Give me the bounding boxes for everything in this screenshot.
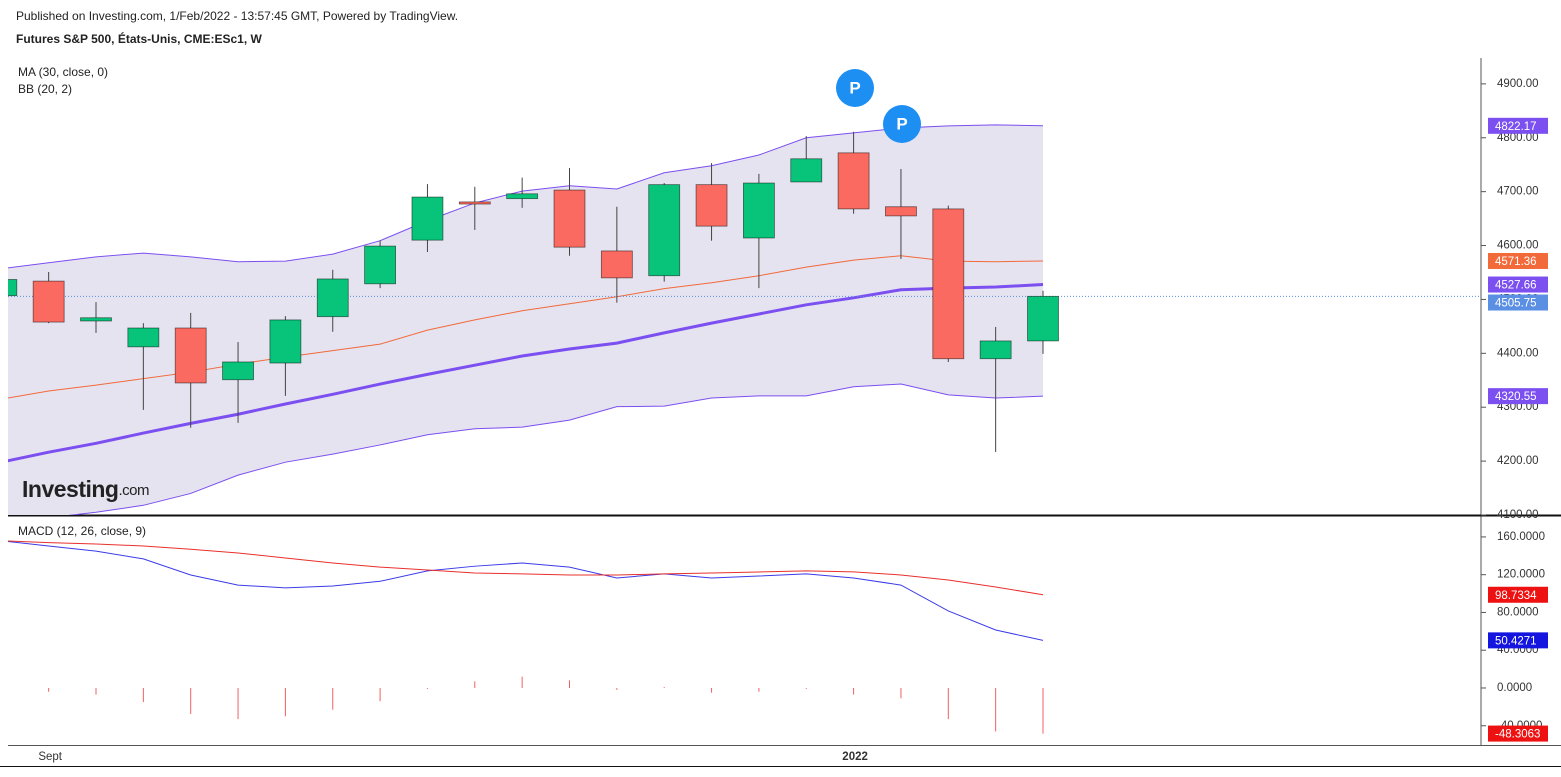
- candle-body: [411, 196, 444, 241]
- y-tick-label: 4400.00: [1497, 347, 1539, 359]
- candle-body: [1027, 295, 1059, 342]
- value-box-label: 4320.55: [1495, 391, 1537, 403]
- y-tick-label: 4600.00: [1497, 240, 1539, 252]
- candle-body: [648, 184, 681, 277]
- candle-body: [743, 182, 775, 239]
- chart-title: Futures S&P 500, États-Unis, CME:ESc1, W: [16, 31, 263, 46]
- logo-brand: Investing: [22, 476, 118, 502]
- candle-body: [837, 152, 870, 210]
- header: Published on Investing.com, 1/Feb/2022 -…: [16, 9, 458, 23]
- candle-body: [932, 208, 965, 360]
- value-box-label: 4527.66: [1495, 280, 1537, 292]
- x-tick-label: Sept: [38, 751, 62, 763]
- macd-pane: [8, 540, 1044, 734]
- bb-band: [8, 124, 1043, 515]
- y-tick-label: 4800.00: [1497, 132, 1539, 144]
- pivot-label: P: [849, 78, 860, 97]
- legend-bb: BB (20, 2): [18, 82, 72, 96]
- macd-line: [8, 540, 1044, 596]
- y-tick-label: 4300.00: [1497, 401, 1539, 413]
- candle-body: [8, 279, 18, 297]
- candle-body: [174, 327, 207, 384]
- candle-body: [316, 278, 349, 318]
- value-box-label: -48.3063: [1495, 729, 1540, 741]
- y-tick-label: 160.0000: [1497, 531, 1545, 543]
- value-box: [1488, 632, 1548, 649]
- value-box-label: 4505.75: [1495, 298, 1537, 310]
- y-tick-label: 4900.00: [1497, 78, 1539, 90]
- candle-body: [506, 193, 539, 200]
- value-box: [1488, 276, 1548, 293]
- candle-body: [979, 340, 1012, 360]
- y-tick-label: 80.0000: [1497, 606, 1539, 618]
- pivot-marker: [836, 69, 874, 107]
- axes: 4100.004200.004300.004400.004500.004600.…: [38, 78, 1548, 763]
- x-tick-label: 2022: [842, 751, 868, 763]
- price-pane: [8, 124, 1480, 515]
- value-box-label: 4822.17: [1495, 121, 1537, 133]
- y-tick-label: 4700.00: [1497, 186, 1539, 198]
- candle-body: [790, 158, 823, 183]
- value-box-label: 50.4271: [1495, 635, 1537, 647]
- value-box-label: 4571.36: [1495, 256, 1537, 268]
- ma-line: [8, 283, 1044, 463]
- value-box: [1488, 252, 1548, 269]
- macd-line: [8, 540, 1044, 641]
- pivot-marker: [883, 105, 921, 143]
- pivot-label: P: [896, 114, 907, 133]
- y-tick-label: 4100.00: [1497, 509, 1539, 521]
- y-tick-label: 4200.00: [1497, 455, 1539, 467]
- candle-body: [32, 280, 65, 323]
- candle-body: [458, 201, 491, 205]
- logo-suffix: .com: [118, 482, 149, 499]
- candle-body: [600, 250, 633, 279]
- y-tick-label: 120.0000: [1497, 569, 1545, 581]
- macd-title: MACD (12, 26, close, 9): [18, 524, 146, 538]
- candle-body: [885, 206, 917, 217]
- candle-body: [695, 184, 728, 227]
- value-box: [1488, 117, 1548, 134]
- bb-lower: [67, 383, 1044, 515]
- value-box: [1488, 725, 1548, 742]
- value-box: [1488, 388, 1548, 405]
- candle-body: [80, 317, 112, 322]
- candle-body: [364, 245, 397, 285]
- value-box: [1488, 294, 1548, 311]
- candle-body: [269, 319, 302, 364]
- candle-body: [553, 189, 586, 248]
- logo: Investing.com: [22, 476, 149, 502]
- legend-ma: MA (30, close, 0): [18, 65, 108, 79]
- value-box: [1488, 586, 1548, 603]
- candle-body: [127, 327, 160, 348]
- candle-body: [222, 361, 254, 381]
- y-tick-label: 0.0000: [1497, 682, 1532, 694]
- value-box-label: 98.7334: [1495, 590, 1537, 602]
